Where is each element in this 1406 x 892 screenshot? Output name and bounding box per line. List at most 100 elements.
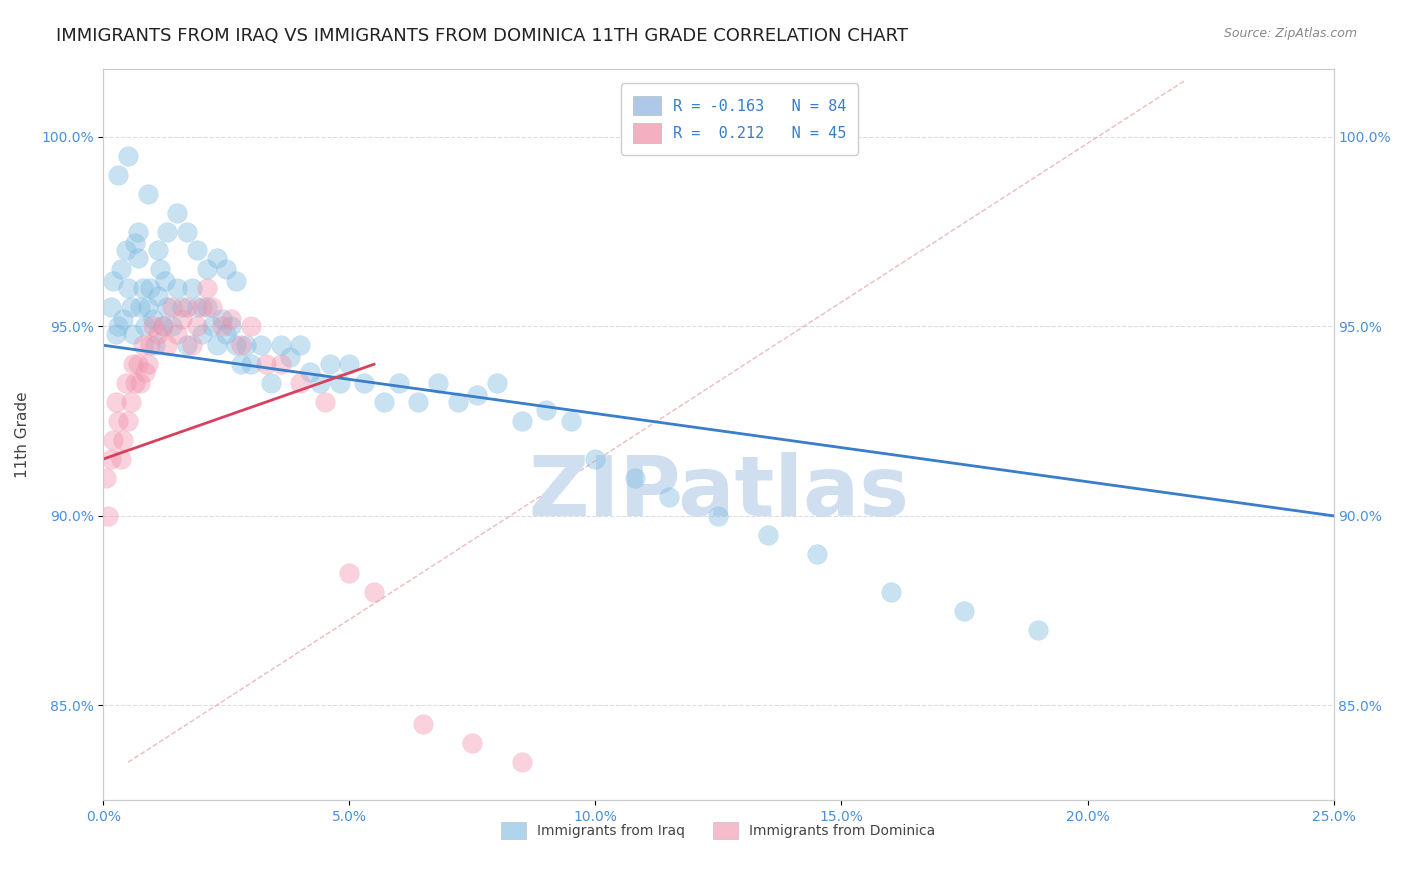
- Point: [536, 402, 558, 417]
- Point: [467, 387, 489, 401]
- Point: [117, 414, 139, 428]
- Point: [112, 311, 135, 326]
- Point: [134, 319, 156, 334]
- Point: [319, 357, 342, 371]
- Point: [624, 471, 647, 485]
- Point: [136, 186, 159, 201]
- Point: [290, 376, 312, 391]
- Point: [215, 262, 238, 277]
- Legend: Immigrants from Iraq, Immigrants from Dominica: Immigrants from Iraq, Immigrants from Do…: [496, 816, 941, 845]
- Point: [427, 376, 450, 391]
- Point: [152, 319, 174, 334]
- Point: [215, 326, 238, 341]
- Point: [132, 281, 155, 295]
- Point: [172, 301, 194, 315]
- Point: [201, 319, 224, 334]
- Point: [186, 244, 208, 258]
- Point: [120, 301, 142, 315]
- Point: [486, 376, 509, 391]
- Point: [100, 301, 122, 315]
- Point: [110, 452, 132, 467]
- Point: [129, 301, 152, 315]
- Point: [235, 338, 257, 352]
- Text: IMMIGRANTS FROM IRAQ VS IMMIGRANTS FROM DOMINICA 11TH GRADE CORRELATION CHART: IMMIGRANTS FROM IRAQ VS IMMIGRANTS FROM …: [56, 27, 908, 45]
- Point: [103, 433, 125, 447]
- Point: [270, 338, 292, 352]
- Point: [107, 168, 129, 182]
- Text: Source: ZipAtlas.com: Source: ZipAtlas.com: [1223, 27, 1357, 40]
- Point: [231, 357, 253, 371]
- Point: [107, 319, 129, 334]
- Point: [806, 547, 828, 561]
- Text: ZIPatlas: ZIPatlas: [529, 452, 910, 533]
- Point: [408, 395, 430, 409]
- Point: [112, 433, 135, 447]
- Point: [191, 301, 214, 315]
- Point: [195, 281, 218, 295]
- Point: [114, 244, 136, 258]
- Point: [240, 319, 263, 334]
- Point: [114, 376, 136, 391]
- Point: [162, 301, 184, 315]
- Point: [756, 528, 779, 542]
- Point: [280, 350, 302, 364]
- Point: [560, 414, 582, 428]
- Point: [211, 319, 233, 334]
- Point: [127, 225, 149, 239]
- Point: [879, 584, 901, 599]
- Point: [585, 452, 607, 467]
- Point: [176, 301, 198, 315]
- Point: [225, 274, 247, 288]
- Point: [221, 311, 243, 326]
- Point: [100, 452, 122, 467]
- Point: [658, 490, 681, 504]
- Point: [122, 357, 145, 371]
- Point: [103, 274, 125, 288]
- Point: [510, 414, 533, 428]
- Point: [142, 311, 165, 326]
- Point: [110, 262, 132, 277]
- Point: [510, 756, 533, 770]
- Point: [124, 376, 146, 391]
- Point: [290, 338, 312, 352]
- Point: [107, 414, 129, 428]
- Point: [172, 311, 194, 326]
- Point: [104, 326, 127, 341]
- Point: [129, 376, 152, 391]
- Point: [127, 357, 149, 371]
- Point: [195, 262, 218, 277]
- Point: [339, 566, 361, 580]
- Point: [156, 301, 179, 315]
- Point: [127, 251, 149, 265]
- Point: [176, 338, 198, 352]
- Point: [122, 326, 145, 341]
- Point: [146, 289, 169, 303]
- Point: [461, 736, 484, 750]
- Point: [120, 395, 142, 409]
- Point: [231, 338, 253, 352]
- Point: [94, 471, 117, 485]
- Point: [205, 338, 228, 352]
- Point: [329, 376, 352, 391]
- Point: [353, 376, 375, 391]
- Point: [1026, 623, 1049, 637]
- Point: [186, 301, 208, 315]
- Point: [97, 508, 120, 523]
- Point: [176, 225, 198, 239]
- Point: [953, 604, 976, 618]
- Point: [240, 357, 263, 371]
- Point: [153, 274, 176, 288]
- Point: [373, 395, 395, 409]
- Point: [254, 357, 277, 371]
- Point: [225, 338, 247, 352]
- Point: [412, 717, 434, 731]
- Point: [309, 376, 332, 391]
- Point: [270, 357, 292, 371]
- Point: [142, 319, 165, 334]
- Point: [117, 281, 139, 295]
- Point: [166, 326, 188, 341]
- Point: [136, 301, 159, 315]
- Point: [156, 338, 179, 352]
- Point: [314, 395, 336, 409]
- Point: [139, 281, 162, 295]
